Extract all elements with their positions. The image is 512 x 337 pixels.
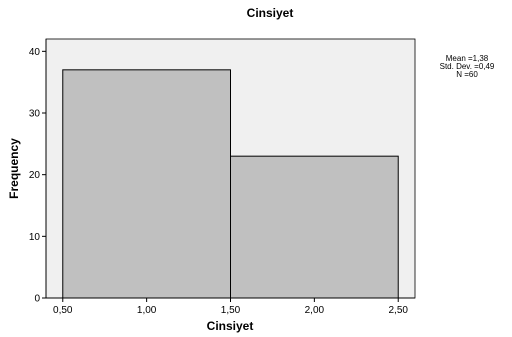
y-tick-label: 20 <box>29 170 41 181</box>
y-tick-label: 10 <box>29 232 41 243</box>
x-axis-label: Cinsiyet <box>207 319 254 333</box>
x-tick-label: 1,00 <box>137 305 157 316</box>
histogram-bar <box>62 69 232 299</box>
chart-title: Cinsiyet <box>247 6 294 20</box>
stats-line: N =60 <box>456 70 478 79</box>
x-tick-label: 2,00 <box>305 305 325 316</box>
x-tick-label: 0,50 <box>53 305 73 316</box>
tick-group: 0,50 1,00 1,50 2,00 2,50 0 10 20 30 40 <box>29 47 409 316</box>
y-tick-label: 40 <box>29 47 41 58</box>
x-tick-label: 1,50 <box>221 305 241 316</box>
y-tick-label: 30 <box>29 109 41 120</box>
y-tick-label: 0 <box>34 294 40 305</box>
stats-line: Std. Dev. =0,49 <box>440 62 495 71</box>
x-tick-label: 2,50 <box>388 305 408 316</box>
y-axis-label: Frequency <box>7 138 21 199</box>
stats-line: Mean =1,38 <box>446 54 489 63</box>
bars-group <box>62 69 399 299</box>
histogram-bar <box>230 155 399 299</box>
